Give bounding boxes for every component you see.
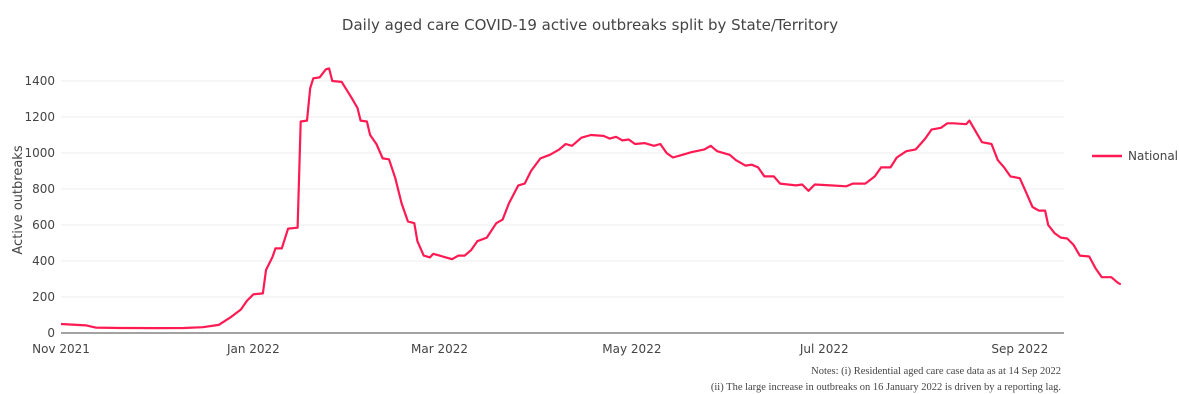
series-layer xyxy=(60,67,1122,330)
y-axis-label: Active outbreaks xyxy=(11,145,26,254)
x-tick-label: Jan 2022 xyxy=(226,342,280,356)
y-tick-label: 600 xyxy=(32,218,55,232)
y-tick-label: 800 xyxy=(32,182,55,196)
y-axis: 0 200 400 600 800 1000 1200 1400 xyxy=(24,74,1064,340)
y-tick-label: 1200 xyxy=(24,110,55,124)
note-line-1: Notes: (i) Residential aged care case da… xyxy=(811,366,1061,377)
gridlines xyxy=(61,80,1064,298)
y-tick-label: 400 xyxy=(32,254,55,268)
note-line-2: (ii) The large increase in outbreaks on … xyxy=(711,382,1061,393)
y-tick-label: 200 xyxy=(32,290,55,304)
chart-title: Daily aged care COVID-19 active outbreak… xyxy=(342,16,838,34)
x-tick-label: May 2022 xyxy=(602,342,661,356)
legend[interactable]: National xyxy=(1092,149,1178,163)
y-tick-label: 0 xyxy=(47,326,55,340)
x-tick-label: Sep 2022 xyxy=(991,342,1048,356)
legend-label-national: National xyxy=(1128,149,1178,163)
y-tick-label: 1000 xyxy=(24,146,55,160)
y-tick-label: 1400 xyxy=(24,74,55,88)
x-axis: Nov 2021 Jan 2022 Mar 2022 May 2022 Jul 2022… xyxy=(32,342,1048,356)
x-tick-label: Nov 2021 xyxy=(32,342,90,356)
x-tick-label: Mar 2022 xyxy=(411,342,468,356)
series-line-national[interactable] xyxy=(60,67,1122,330)
x-tick-label: Jul 2022 xyxy=(799,342,849,356)
